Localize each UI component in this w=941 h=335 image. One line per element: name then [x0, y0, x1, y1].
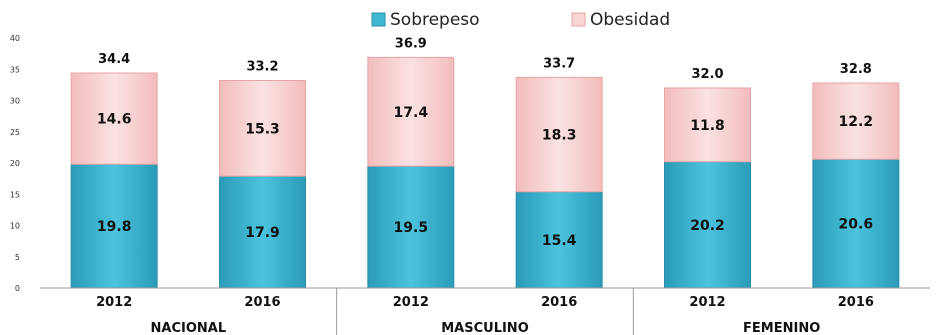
segment-value-label: 15.4 [542, 233, 577, 249]
x-tick-label: 2012 [393, 295, 429, 310]
x-tick-label: 2012 [96, 295, 132, 310]
bar-obesidad-femenino-2012 [664, 87, 751, 163]
legend-label-sobrepeso: Sobrepeso [390, 10, 480, 30]
bar-sobrepeso-femenino-2016 [812, 158, 900, 289]
y-tick-label: 35 [10, 65, 20, 74]
segment-value-label: 14.6 [97, 112, 132, 128]
segment-value-label: 11.8 [690, 118, 725, 134]
segment-value-label: 17.9 [245, 225, 280, 241]
total-value-label: 32.8 [840, 62, 872, 77]
bar-sobrepeso-masculino-2012 [367, 165, 455, 289]
total-value-label: 32.0 [691, 67, 723, 82]
segment-value-label: 20.2 [690, 218, 725, 234]
segment-value-label: 12.2 [839, 114, 874, 130]
group-label: MASCULINO [441, 321, 529, 335]
segment-value-label: 15.3 [245, 121, 280, 137]
total-value-label: 34.4 [98, 52, 130, 67]
total-value-label: 33.2 [246, 60, 278, 75]
bar-obesidad-masculino-2016 [515, 76, 603, 193]
y-tick-label: 25 [10, 128, 20, 137]
total-value-label: 33.7 [543, 56, 575, 71]
segment-value-label: 18.3 [542, 128, 577, 144]
bar-obesidad-nacional-2016 [219, 80, 306, 177]
y-axis: 0 5 10 15 20 25 30 35 40 [10, 34, 20, 293]
legend-swatch-sobrepeso [371, 12, 386, 27]
x-tick-label: 2016 [541, 295, 577, 310]
group-label: FEMENINO [743, 321, 820, 335]
segment-value-label: 17.4 [394, 105, 429, 121]
x-axis: 2012 2016 NACIONAL 2012 2016 MASCULINO 2012 201… [40, 287, 930, 335]
segment-value-label: 20.6 [839, 217, 874, 233]
x-tick-label: 2016 [838, 295, 874, 310]
y-tick-label: 40 [10, 34, 20, 43]
legend-label-obesidad: Obesidad [590, 10, 670, 30]
x-tick-label: 2016 [244, 295, 280, 310]
bar-sobrepeso-nacional-2012 [70, 163, 158, 289]
y-tick-label: 10 [10, 222, 20, 231]
segment-value-label: 19.5 [394, 220, 429, 236]
bar-obesidad-masculino-2012 [367, 56, 455, 167]
y-tick-label: 15 [10, 190, 20, 199]
y-tick-label: 5 [15, 253, 20, 262]
bars: 19.8 14.6 34.4 17.9 15.3 33.2 19.5 17.4 36.9 15.4… [70, 36, 900, 289]
y-tick-label: 30 [10, 97, 20, 106]
bar-obesidad-nacional-2012 [70, 72, 158, 165]
bar-obesidad-femenino-2016 [812, 82, 900, 160]
legend-swatch-obesidad [571, 12, 586, 27]
group-label: NACIONAL [151, 321, 227, 335]
y-tick-label: 20 [10, 159, 20, 168]
y-tick-label: 0 [15, 284, 20, 293]
total-value-label: 36.9 [395, 36, 427, 51]
segment-value-label: 19.8 [97, 219, 132, 235]
x-tick-label: 2012 [689, 295, 725, 310]
legend: Sobrepeso Obesidad [371, 10, 670, 30]
